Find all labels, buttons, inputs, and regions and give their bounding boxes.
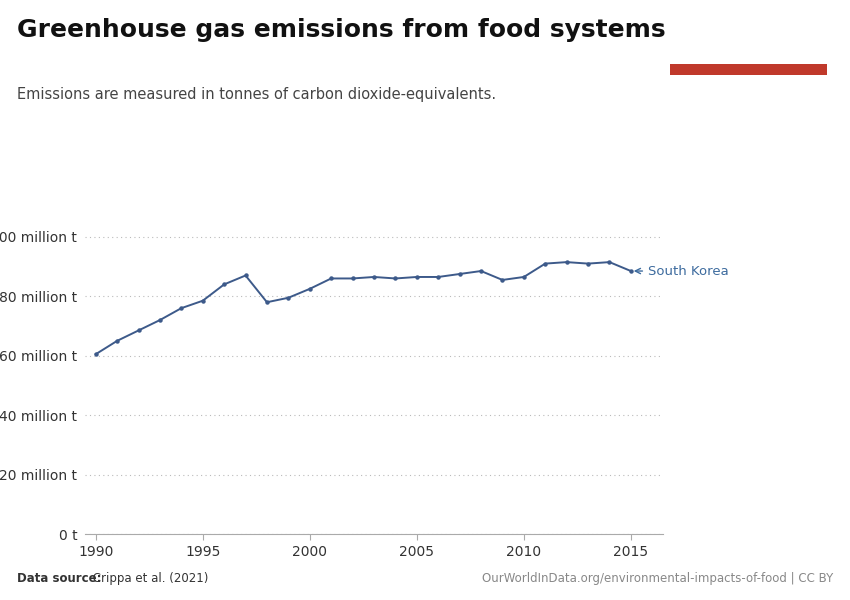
Bar xyxy=(670,64,827,75)
Text: Emissions are measured in tonnes of carbon dioxide-equivalents.: Emissions are measured in tonnes of carb… xyxy=(17,87,496,102)
Text: South Korea: South Korea xyxy=(635,265,728,278)
Text: Data source:: Data source: xyxy=(17,572,101,585)
Text: Our World: Our World xyxy=(715,23,782,35)
Text: in Data: in Data xyxy=(724,40,773,53)
Text: OurWorldInData.org/environmental-impacts-of-food | CC BY: OurWorldInData.org/environmental-impacts… xyxy=(482,572,833,585)
Text: Crippa et al. (2021): Crippa et al. (2021) xyxy=(89,572,208,585)
Text: Greenhouse gas emissions from food systems: Greenhouse gas emissions from food syste… xyxy=(17,18,666,42)
